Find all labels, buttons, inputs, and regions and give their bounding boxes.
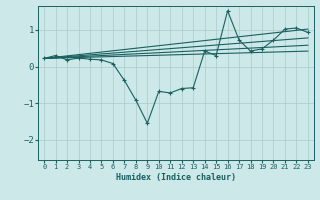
X-axis label: Humidex (Indice chaleur): Humidex (Indice chaleur) [116,173,236,182]
